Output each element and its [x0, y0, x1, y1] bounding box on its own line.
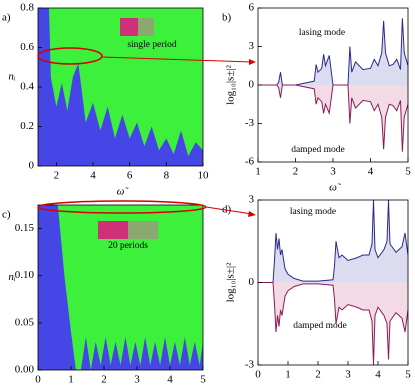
- x-tick-label: 2: [315, 369, 321, 381]
- y-tick-label: 0.2: [20, 120, 34, 132]
- annotation: single period: [127, 40, 177, 50]
- area-fill: [258, 200, 408, 283]
- x-tick-label: 2: [54, 170, 60, 182]
- plot-area: lasing mode damped mode: [258, 18, 408, 155]
- annotation: 20 periods: [108, 241, 148, 251]
- arrow-head: [249, 59, 256, 65]
- y-axis-label: log₁₀|s±|²: [225, 64, 237, 104]
- x-tick-label: 2: [101, 374, 107, 386]
- panel-label: d): [222, 204, 232, 216]
- x-tick-label: 1: [285, 369, 291, 381]
- x-tick-label: 4: [368, 166, 374, 178]
- y-tick-label: 0.15: [15, 222, 35, 234]
- frame: [37, 204, 204, 371]
- x-tick-label: 0: [35, 374, 41, 386]
- series-label: damped mode: [291, 145, 345, 155]
- panel: single period 2 4 6 8 10 0 0.2 0.4 0.6 0.8 ω̃ nᵢ a): [2, 2, 209, 198]
- y-tick-label: -3: [245, 359, 255, 371]
- y-axis-label: nᵢ: [8, 271, 16, 283]
- x-axis-label: ω̃: [117, 186, 130, 198]
- icon-layer: [98, 221, 128, 239]
- icon-layer: [120, 18, 138, 36]
- y-tick-label: 0.8: [20, 2, 34, 14]
- y-tick-label: 0: [249, 79, 255, 91]
- y-axis-label: log₁₀|s±|²: [225, 262, 237, 302]
- y-tick-label: 6: [249, 2, 255, 14]
- x-tick-label: 8: [164, 170, 170, 182]
- series-line: [258, 282, 408, 365]
- series-label: lasing mode: [290, 207, 336, 217]
- series-line: [258, 84, 408, 152]
- y-tick-label: 0.4: [20, 81, 34, 93]
- y-tick-label: 0.05: [15, 316, 35, 328]
- x-tick-label: 3: [134, 374, 140, 386]
- x-tick-label: 0: [255, 369, 261, 381]
- series-line: [258, 200, 408, 283]
- arrow: [101, 56, 253, 63]
- x-tick-label: 6: [127, 170, 133, 182]
- x-tick-label: 3: [345, 369, 351, 381]
- x-tick-label: 4: [375, 369, 381, 381]
- x-axis-label: ω̃: [329, 385, 342, 386]
- series-label: damped mode: [293, 321, 347, 331]
- icon-layer: [138, 18, 154, 36]
- x-tick-label: 5: [405, 166, 411, 178]
- region: [38, 205, 203, 370]
- series-label: lasing mode: [299, 28, 345, 38]
- y-axis-label: nᵢ: [8, 71, 16, 83]
- arrow: [205, 206, 253, 215]
- x-tick-label: 2: [293, 166, 299, 178]
- panel-label: c): [2, 209, 11, 221]
- x-axis-label: ω̃: [329, 182, 342, 194]
- x-tick-label: 1: [68, 374, 74, 386]
- highlight-ellipse: [37, 47, 103, 65]
- plot-area: lasing mode damped mode: [258, 200, 408, 365]
- series-line: [258, 18, 408, 86]
- x-tick-label: 4: [90, 170, 96, 182]
- stack-icon: [98, 18, 158, 239]
- area-fill: [258, 282, 408, 365]
- x-tick-label: 3: [330, 166, 336, 178]
- x-tick-label: 5: [405, 369, 411, 381]
- y-tick-label: -6: [245, 156, 255, 168]
- annotations: [37, 18, 256, 239]
- icon-layer: [128, 221, 158, 239]
- panel-label: a): [2, 12, 11, 24]
- y-tick-label: 0: [29, 160, 35, 172]
- y-tick-label: -3: [245, 117, 255, 129]
- x-tick-label: 10: [198, 170, 210, 182]
- y-tick-label: 3: [249, 194, 255, 206]
- y-tick-label: 0.00: [15, 364, 35, 376]
- panel-label: b): [222, 12, 232, 24]
- y-tick-label: 3: [249, 40, 255, 52]
- arrow-head: [248, 211, 256, 217]
- y-tick-label: 0.10: [15, 269, 35, 281]
- region: [38, 8, 203, 166]
- x-tick-label: 5: [200, 374, 206, 386]
- y-tick-label: 0: [249, 276, 255, 288]
- x-tick-label: 1: [255, 166, 261, 178]
- panel: lasing mode damped mode 1 2 3 4 5 -6 -3 0 3 6 ω̃ log₁…: [222, 2, 411, 194]
- y-tick-label: 0.6: [20, 41, 34, 53]
- x-tick-label: 4: [167, 374, 173, 386]
